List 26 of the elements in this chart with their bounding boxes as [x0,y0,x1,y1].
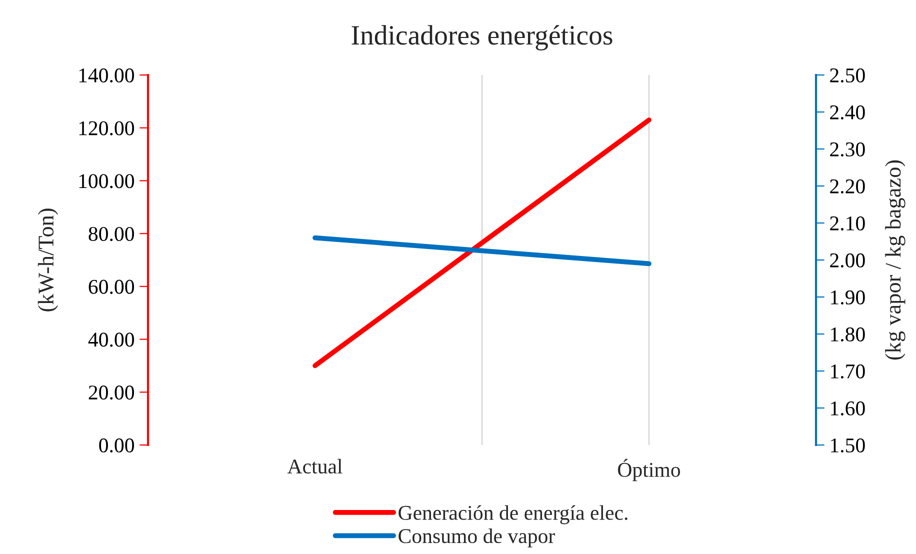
y-tick-label: 20.00 [88,386,134,400]
y2-tick-label: 2.20 [830,179,865,194]
x-tick-label: Óptimo [618,458,680,482]
chart-title: Indicadores energéticos [352,25,612,50]
y-tick-label: 0.00 [99,438,134,453]
y2-tick-label: 2.40 [830,105,865,120]
y-tick-label: 80.00 [88,226,134,242]
legend-label: Consumo de vapor [398,528,555,548]
y2-tick-label: 2.30 [830,142,865,157]
y-axis-title: (kW-h/Ton) [38,208,58,312]
y2-tick-label: 2.50 [830,68,865,83]
y2-tick-label: 1.80 [831,327,865,342]
y2-tick-label: 1.60 [831,401,865,416]
legend-label: Generación de energía elec. [398,505,628,524]
y-tick-label: 120.00 [79,121,134,136]
y-tick-label: 40.00 [88,332,134,347]
y2-tick-label: 2.00 [830,253,865,268]
y2-tick-label: 2.10 [830,216,865,231]
y-tick-label: 60.00 [88,280,134,294]
y2-tick-label: 1.70 [831,364,865,379]
y-tick-label: 140.00 [79,68,134,83]
y2-axis-title: (kg vapor / kg bagazo) [885,160,906,360]
y-tick-label: 100.00 [79,174,134,188]
y2-tick-label: 1.90 [831,290,865,305]
y2-tick-label: 1.50 [831,438,865,453]
x-tick-label: Actual [287,458,342,474]
